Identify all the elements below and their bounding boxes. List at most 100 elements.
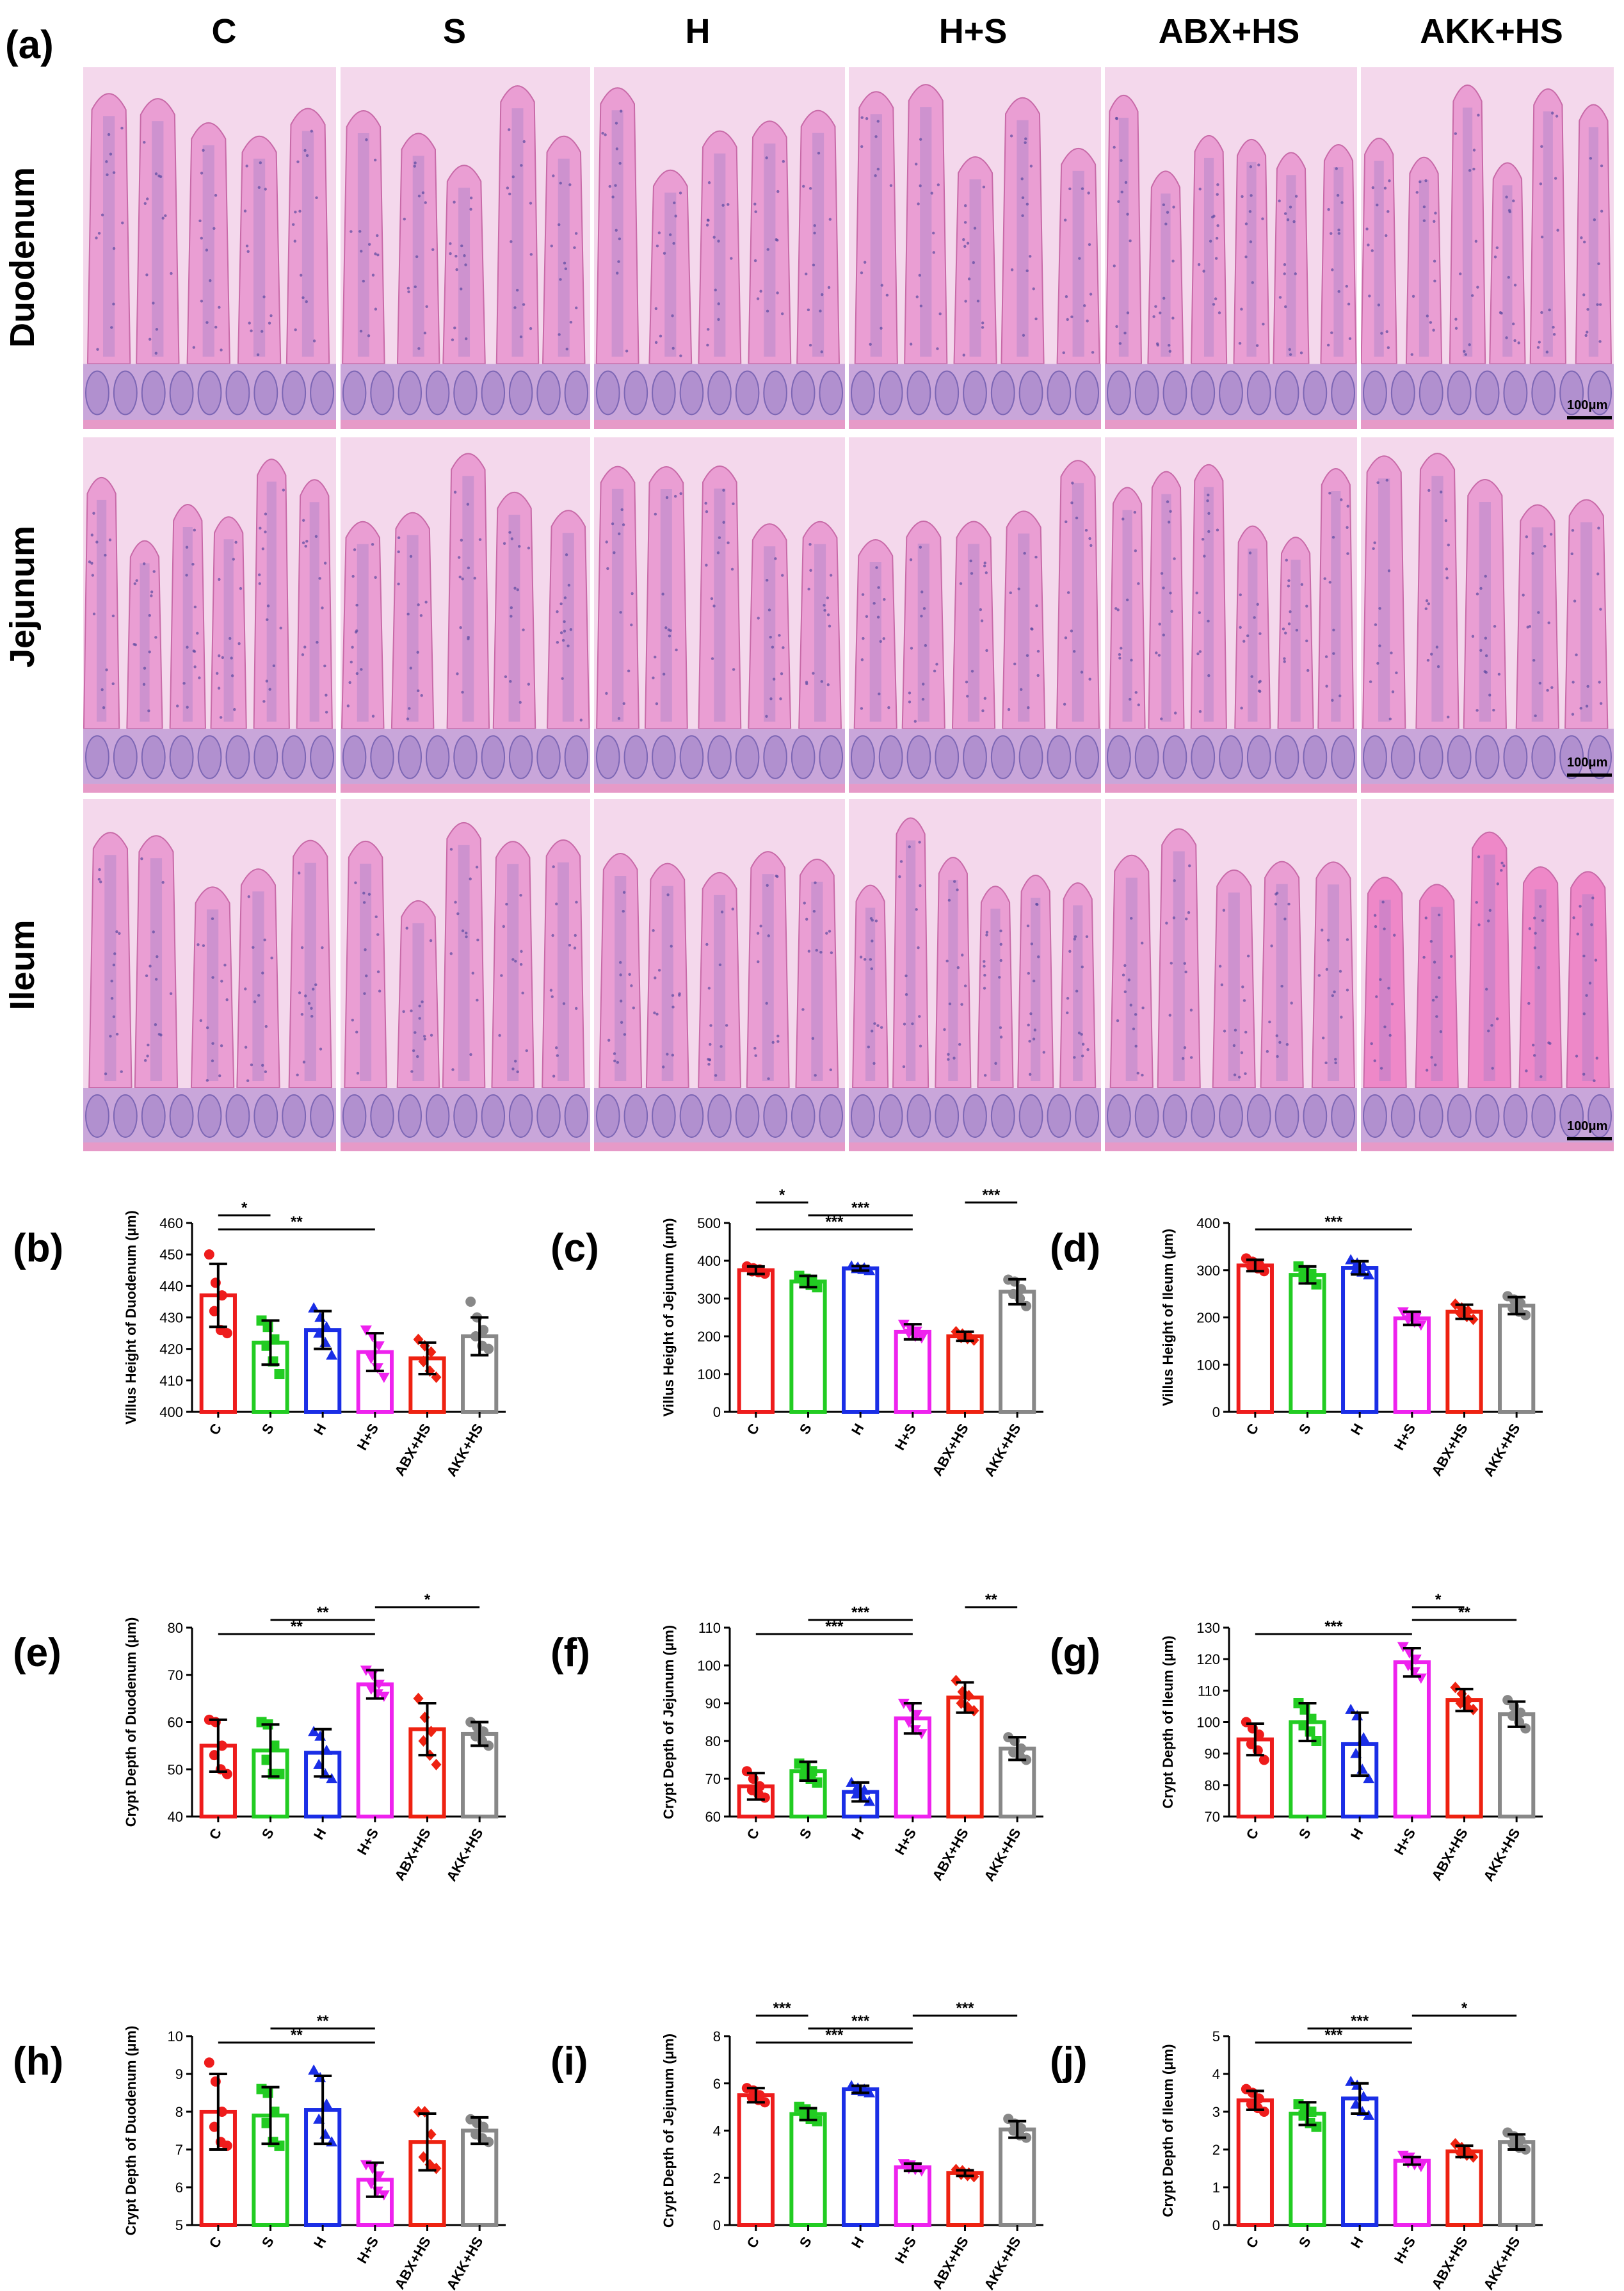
micrograph-ileum-akk-hs bbox=[1361, 799, 1614, 1151]
chart-b-point-1-5 bbox=[274, 1369, 285, 1379]
chart-f-point-4-5 bbox=[969, 1704, 979, 1717]
chart-c-xtick-label-3: H+S bbox=[892, 1421, 919, 1453]
chart-e-point-3-5 bbox=[378, 1691, 390, 1702]
chart-i-point-5-5 bbox=[1021, 2132, 1032, 2143]
micrograph-ileum-h-s bbox=[849, 799, 1101, 1151]
chart-f-xtick-label-0: C bbox=[744, 1826, 763, 1842]
chart-b-point-3-5 bbox=[378, 1372, 390, 1383]
chart-f: (f) Crypt Depth of Jejunum (μm) 60 70 80 90 10… bbox=[538, 1591, 1095, 1884]
chart-i-ytick-label: 6 bbox=[713, 2076, 721, 2092]
chart-h-sig-label-0: ** bbox=[291, 2027, 303, 2044]
chart-d-ytick-label: 300 bbox=[1196, 1263, 1220, 1279]
chart-b-ytick-label: 450 bbox=[159, 1247, 183, 1263]
micrograph-ileum-s bbox=[341, 799, 590, 1151]
chart-b-point-3-0 bbox=[360, 1325, 372, 1336]
chart-j-bar-0 bbox=[1236, 2098, 1274, 2227]
micrograph-duodenum-s bbox=[341, 67, 590, 429]
chart-f-ytick-label: 100 bbox=[697, 1658, 721, 1674]
chart-b-ytick-label: 460 bbox=[159, 1215, 183, 1231]
chart-b-point-4-0 bbox=[413, 1333, 424, 1345]
scale-label-ileum: 100μm bbox=[1567, 1119, 1608, 1133]
scale-bar-duodenum bbox=[1567, 416, 1612, 419]
chart-c-ylabel: Villus Height of Jejunum (μm) bbox=[661, 1218, 677, 1416]
chart-g-ylabel: Crypt Depth of Ileum (μm) bbox=[1160, 1635, 1176, 1808]
micrograph-jejunum-c bbox=[83, 437, 336, 793]
chart-i-ytick-label: 8 bbox=[713, 2028, 721, 2044]
chart-d-bar-2 bbox=[1341, 1266, 1379, 1414]
column-header-c: C bbox=[211, 12, 237, 51]
chart-j-xtick-label-2: H bbox=[1347, 2234, 1367, 2251]
chart-d-point-2-5 bbox=[1363, 1269, 1375, 1280]
chart-i-bar-3 bbox=[894, 2165, 931, 2227]
chart-d-sig-label-0: *** bbox=[1324, 1213, 1343, 1231]
chart-c: (c) Villus Height of Jejunum (μm) 0 100 200 3… bbox=[538, 1186, 1095, 1479]
chart-i-ylabel: Crypt Depth of Jejunum (μm) bbox=[661, 2034, 677, 2228]
chart-c-point-2-5 bbox=[864, 1265, 876, 1275]
chart-c-sig-label-2: * bbox=[779, 1186, 785, 1204]
chart-c-label: (c) bbox=[551, 1226, 599, 1270]
chart-d-bar-0 bbox=[1236, 1263, 1274, 1414]
chart-h-xtick-label-2: H bbox=[310, 2234, 330, 2251]
chart-i-xtick-label-3: H+S bbox=[892, 2234, 919, 2266]
micrograph-duodenum-akk-hs bbox=[1361, 67, 1614, 429]
column-header-s: S bbox=[442, 12, 467, 51]
chart-d-xtick-label-4: ABX+HS bbox=[1428, 1421, 1471, 1478]
chart-b-point-5-5 bbox=[483, 1343, 494, 1354]
chart-j-ytick-label: 0 bbox=[1212, 2217, 1220, 2233]
chart-c-point-5-5 bbox=[1021, 1300, 1032, 1311]
chart-b-xtick-label-5: AKK+HS bbox=[443, 1421, 486, 1479]
chart-f-point-2-5 bbox=[864, 1795, 876, 1806]
chart-c-ytick-label: 200 bbox=[697, 1329, 721, 1345]
chart-g-sig-label-0: *** bbox=[1324, 1618, 1343, 1635]
chart-j-ylabel: Crypt Depth of Ileum (μm) bbox=[1160, 2044, 1176, 2217]
chart-g-sig-label-1: ** bbox=[1458, 1604, 1470, 1621]
chart-f-point-3-0 bbox=[897, 1699, 910, 1709]
chart-b-point-2-4 bbox=[319, 1336, 332, 1347]
chart-b-xtick-label-3: H+S bbox=[354, 1421, 382, 1453]
chart-b-sig-label-0: ** bbox=[291, 1213, 303, 1231]
chart-g-label: (g) bbox=[1050, 1631, 1100, 1675]
chart-g-ytick-label: 100 bbox=[1196, 1715, 1220, 1731]
chart-d-point-5-5 bbox=[1520, 1309, 1531, 1320]
chart-i-bar-5 bbox=[999, 2127, 1036, 2227]
column-header-h-s: H+S bbox=[938, 12, 1008, 51]
chart-j-xtick-label-0: C bbox=[1243, 2234, 1262, 2251]
chart-c-ytick-label: 500 bbox=[697, 1215, 721, 1231]
chart-f-ytick-label: 90 bbox=[705, 1696, 721, 1712]
chart-e: (e) Crypt Depth of Duodenum (μm) 40 50 60 70 8… bbox=[0, 1591, 557, 1884]
chart-e-sig-label-1: ** bbox=[317, 1604, 329, 1621]
chart-f-xtick-label-2: H bbox=[848, 1826, 867, 1842]
chart-b-xtick-label-2: H bbox=[310, 1421, 330, 1437]
chart-b-sig-label-1: * bbox=[241, 1199, 248, 1217]
column-header-abx-hs: ABX+HS bbox=[1158, 12, 1300, 51]
chart-d-ylabel: Villus Height of Ileum (μm) bbox=[1160, 1229, 1176, 1406]
chart-d-xtick-label-1: S bbox=[1296, 1421, 1314, 1437]
chart-i-ytick-label: 4 bbox=[713, 2123, 721, 2139]
chart-c-ytick-label: 300 bbox=[697, 1291, 721, 1307]
chart-e-point-4-5 bbox=[431, 1758, 442, 1770]
chart-e-xtick-label-3: H+S bbox=[354, 1826, 382, 1858]
chart-e-point-4-0 bbox=[413, 1692, 424, 1704]
micrograph-duodenum-c bbox=[83, 67, 336, 429]
chart-d-xtick-label-5: AKK+HS bbox=[1480, 1421, 1523, 1479]
chart-j-point-0-5 bbox=[1258, 2107, 1269, 2117]
scale-bar-ileum bbox=[1567, 1137, 1612, 1140]
chart-g-ytick-label: 120 bbox=[1196, 1651, 1220, 1667]
chart-f-point-4-0 bbox=[951, 1674, 961, 1687]
chart-d-label: (d) bbox=[1050, 1226, 1100, 1270]
chart-b-point-5-0 bbox=[465, 1296, 476, 1307]
chart-i-xtick-label-2: H bbox=[848, 2234, 867, 2251]
chart-f-sig-label-2: ** bbox=[985, 1591, 997, 1608]
chart-h-xtick-label-3: H+S bbox=[354, 2234, 382, 2266]
chart-j-ytick-label: 4 bbox=[1212, 2066, 1220, 2082]
chart-g-ytick-label: 80 bbox=[1205, 1777, 1220, 1793]
chart-c-sig-label-1: *** bbox=[851, 1199, 870, 1217]
chart-i-point-2-0 bbox=[846, 2080, 858, 2091]
chart-c-point-3-0 bbox=[897, 1320, 910, 1331]
chart-i-bar-2 bbox=[842, 2087, 880, 2227]
micrograph-ileum-abx-hs bbox=[1105, 799, 1357, 1151]
scale-label-jejunum: 100μm bbox=[1567, 756, 1608, 770]
chart-f-point-1-5 bbox=[812, 1777, 823, 1788]
chart-b-ytick-label: 400 bbox=[159, 1404, 183, 1420]
chart-c-bar-2 bbox=[842, 1266, 880, 1414]
